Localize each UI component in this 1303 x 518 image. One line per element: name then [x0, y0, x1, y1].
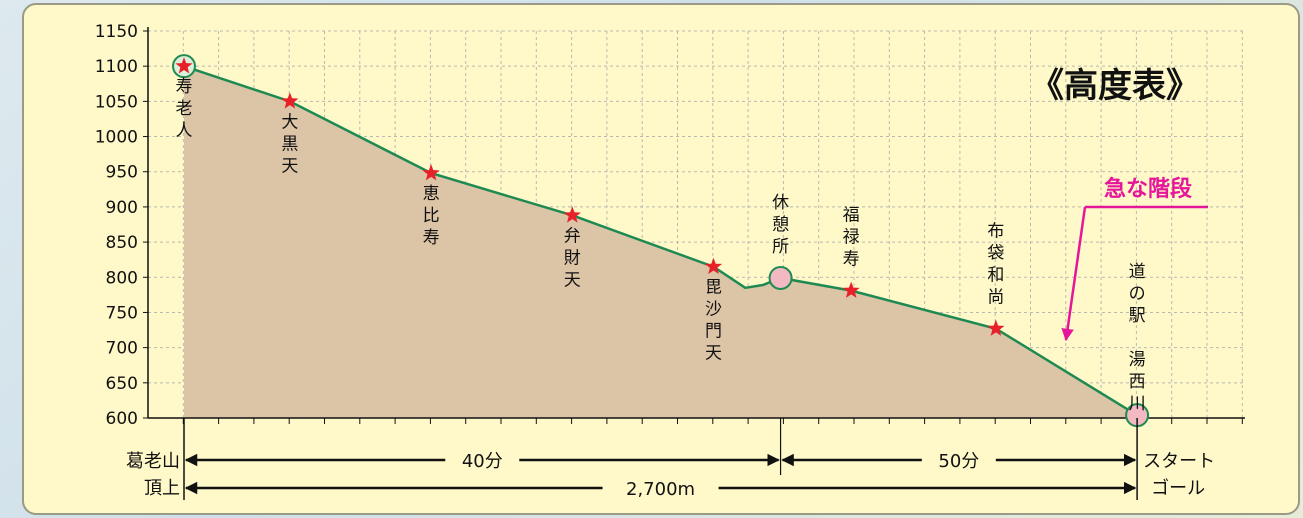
waypoint-label-char: 恵: [423, 184, 440, 204]
waypoint-label-char: 黒: [281, 134, 298, 154]
y-tick-label: 950: [106, 163, 138, 183]
waypoint-star: [281, 92, 299, 109]
waypoint-label-char: 天: [705, 344, 722, 364]
waypoint-label-char: 尚: [987, 288, 1004, 308]
waypoint-star: [563, 206, 581, 223]
waypoint-label: 恵比寿: [423, 184, 440, 248]
distance-label: 2,700m: [626, 479, 695, 500]
waypoint-label-char: 休: [772, 193, 789, 213]
waypoint-label-char: 人: [176, 121, 193, 141]
duration-2-label: 50分: [938, 451, 979, 472]
waypoint-star: [704, 257, 723, 274]
waypoint-label-char: 寿: [423, 228, 440, 248]
y-tick-label: 850: [106, 233, 138, 253]
end-label-2: ゴール: [1151, 478, 1205, 499]
waypoint-label-char: 老: [176, 99, 193, 119]
elevation-area: [184, 66, 1138, 418]
waypoint-label-char: 毘: [705, 278, 722, 298]
waypoint-label-char: 福: [843, 206, 860, 226]
chart-title: 《高度表》: [1030, 66, 1200, 106]
waypoint-star: [175, 57, 193, 74]
waypoint-label-char: 駅: [1129, 306, 1146, 326]
waypoint-label-char: 天: [281, 156, 298, 176]
start-label-1: 葛老山: [126, 451, 180, 472]
waypoint-label-char: 寿: [176, 77, 193, 97]
y-tick-label: 1000: [95, 128, 138, 148]
y-tick-label: 700: [106, 339, 138, 359]
waypoint-star: [987, 319, 1005, 336]
waypoint-label-char: 財: [564, 248, 581, 268]
waypoint-label-char: 沙: [705, 300, 722, 320]
waypoint-label-char: 憩: [772, 215, 789, 235]
y-tick-label: 600: [106, 409, 138, 429]
waypoint-label-char: 天: [564, 270, 581, 290]
waypoint-label: 寿老人: [176, 77, 193, 141]
y-tick-label: 1150: [95, 22, 138, 42]
waypoint-label-char: 門: [705, 322, 722, 342]
elevation-line: [183, 64, 1138, 417]
waypoint-label-char: 湯: [1129, 350, 1146, 370]
start-label-2: 頂上: [144, 478, 180, 499]
y-tick-label: 1100: [95, 57, 138, 77]
waypoint-label: 休憩所: [772, 193, 789, 257]
end-label-1: スタート: [1143, 451, 1215, 472]
waypoint-label-char: 布: [987, 222, 1004, 242]
waypoint-label-char: 川: [1129, 394, 1146, 414]
waypoint-label: 福禄寿: [843, 206, 860, 270]
y-tick-label: 1050: [95, 92, 138, 112]
steep-stairs-label: 急な階段: [1104, 176, 1192, 202]
waypoint-label-char: 袋: [987, 244, 1004, 264]
waypoint-circle: [768, 265, 793, 290]
waypoint-label-char: 西: [1129, 372, 1146, 392]
waypoint-label-char: の: [1129, 284, 1146, 304]
waypoint-label-char: 禄: [843, 228, 860, 248]
y-tick-label: 650: [106, 374, 138, 394]
waypoint-star: [842, 281, 860, 298]
duration-1-label: 40分: [462, 451, 503, 472]
waypoint-label-char: 寿: [843, 250, 860, 270]
waypoint-label-char: 和: [987, 266, 1004, 286]
waypoint-label: 弁財天: [564, 226, 581, 290]
waypoint-label-char: 所: [772, 237, 789, 257]
y-tick-label: 900: [106, 198, 138, 218]
y-tick-label: 800: [106, 268, 138, 288]
waypoint-label-char: 道: [1129, 262, 1146, 282]
waypoint-label-char: 弁: [564, 226, 581, 246]
waypoint-star: [422, 164, 440, 181]
y-tick-label: 750: [106, 303, 138, 323]
waypoint-label: 大黒天: [281, 112, 298, 176]
waypoint-label-char: 比: [423, 206, 440, 226]
steep-stairs-arrow: [1061, 206, 1087, 342]
waypoint-label-char: 大: [281, 112, 298, 132]
